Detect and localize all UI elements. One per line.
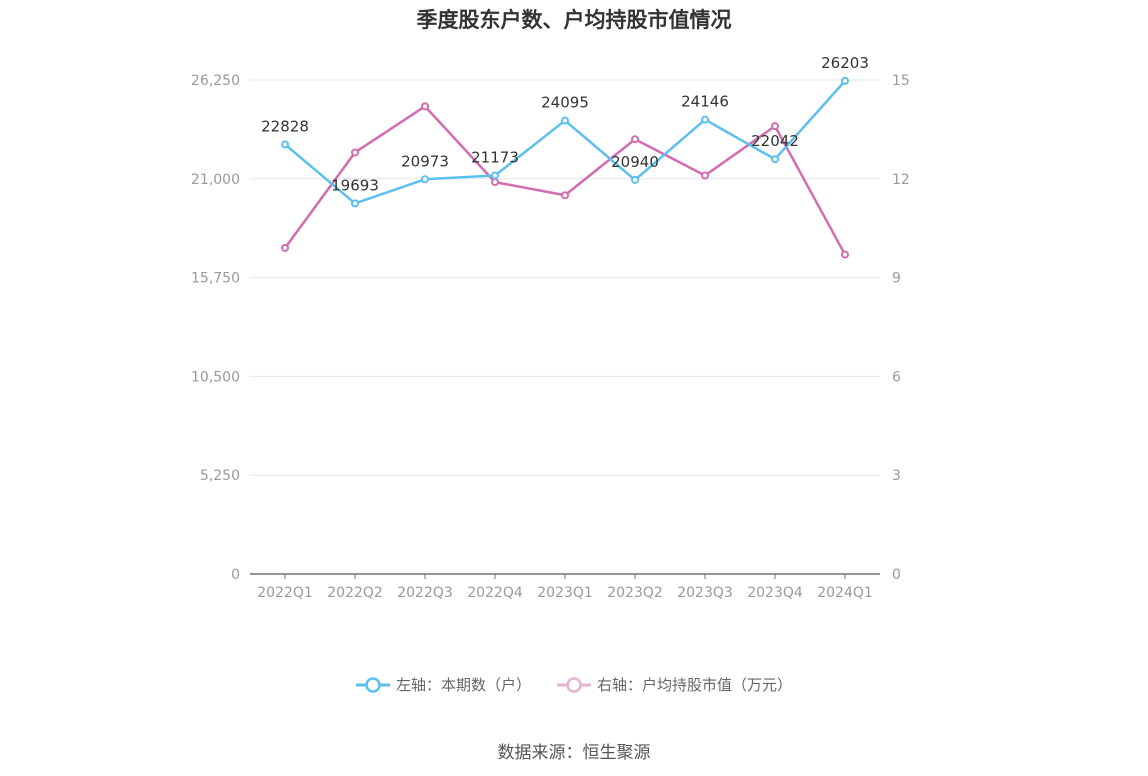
x-tick-label: 2022Q3 bbox=[397, 585, 453, 601]
y-right-tick-label: 3 bbox=[892, 468, 901, 484]
data-point-right bbox=[421, 102, 429, 111]
data-point-left bbox=[491, 171, 499, 180]
data-point-left bbox=[561, 116, 569, 125]
data-label: 21173 bbox=[471, 149, 519, 167]
data-point-left bbox=[771, 155, 779, 164]
data-source: 数据来源：恒生聚源 bbox=[497, 743, 651, 763]
data-label: 20940 bbox=[611, 153, 659, 171]
legend-item-right-axis[interactable]: 右轴：户均持股市值（万元） bbox=[557, 674, 792, 695]
x-tick-label: 2023Q3 bbox=[677, 585, 733, 601]
data-point-right bbox=[771, 122, 779, 131]
data-label: 20973 bbox=[401, 152, 449, 170]
data-point-right bbox=[351, 148, 359, 157]
y-left-tick-label: 21,000 bbox=[191, 172, 240, 188]
legend-item-left-axis[interactable]: 左轴：本期数（户） bbox=[355, 674, 531, 695]
data-point-right bbox=[491, 178, 499, 187]
x-tick-label: 2024Q1 bbox=[817, 585, 873, 601]
data-point-left bbox=[281, 140, 289, 149]
y-left-tick-label: 26,250 bbox=[191, 73, 240, 89]
data-point-right bbox=[841, 250, 849, 259]
legend: 左轴：本期数（户） 右轴：户均持股市值（万元） bbox=[0, 674, 1148, 695]
y-right-tick-label: 15 bbox=[892, 73, 910, 89]
chart-title: 季度股东户数、户均持股市值情况 bbox=[416, 8, 732, 32]
y-left-tick-label: 0 bbox=[231, 567, 240, 583]
y-left-tick-label: 10,500 bbox=[191, 369, 240, 385]
data-point-left bbox=[421, 175, 429, 184]
data-label: 26203 bbox=[821, 54, 869, 72]
data-point-left bbox=[631, 175, 639, 184]
data-label: 24095 bbox=[541, 94, 589, 112]
y-right-tick-label: 0 bbox=[892, 567, 901, 583]
legend-label-left: 左轴：本期数（户） bbox=[395, 676, 531, 694]
data-point-left bbox=[351, 199, 359, 208]
x-tick-label: 2023Q2 bbox=[607, 585, 663, 601]
y-right-tick-label: 9 bbox=[892, 271, 901, 287]
x-tick-label: 2023Q4 bbox=[747, 585, 803, 601]
y-right-tick-label: 12 bbox=[892, 172, 910, 188]
x-tick-label: 2022Q1 bbox=[257, 585, 313, 601]
data-point-right bbox=[631, 135, 639, 144]
x-tick-label: 2023Q1 bbox=[537, 585, 593, 601]
data-point-left bbox=[701, 115, 709, 124]
y-right-tick-label: 6 bbox=[892, 369, 901, 385]
legend-label-right: 右轴：户均持股市值（万元） bbox=[597, 676, 793, 694]
legend-marker-pink bbox=[557, 676, 591, 693]
data-label: 22828 bbox=[261, 117, 309, 135]
data-point-right bbox=[281, 243, 289, 252]
data-point-left bbox=[841, 76, 849, 85]
y-left-tick-label: 15,750 bbox=[191, 271, 240, 287]
legend-marker-blue bbox=[355, 676, 390, 693]
data-point-right bbox=[701, 171, 709, 180]
data-label: 19693 bbox=[331, 176, 379, 194]
x-tick-label: 2022Q2 bbox=[327, 585, 383, 601]
y-left-tick-label: 5,250 bbox=[200, 468, 240, 484]
data-label: 24146 bbox=[681, 93, 729, 111]
data-label: 22042 bbox=[751, 132, 799, 150]
x-tick-label: 2022Q4 bbox=[467, 585, 523, 601]
data-point-right bbox=[561, 191, 569, 200]
